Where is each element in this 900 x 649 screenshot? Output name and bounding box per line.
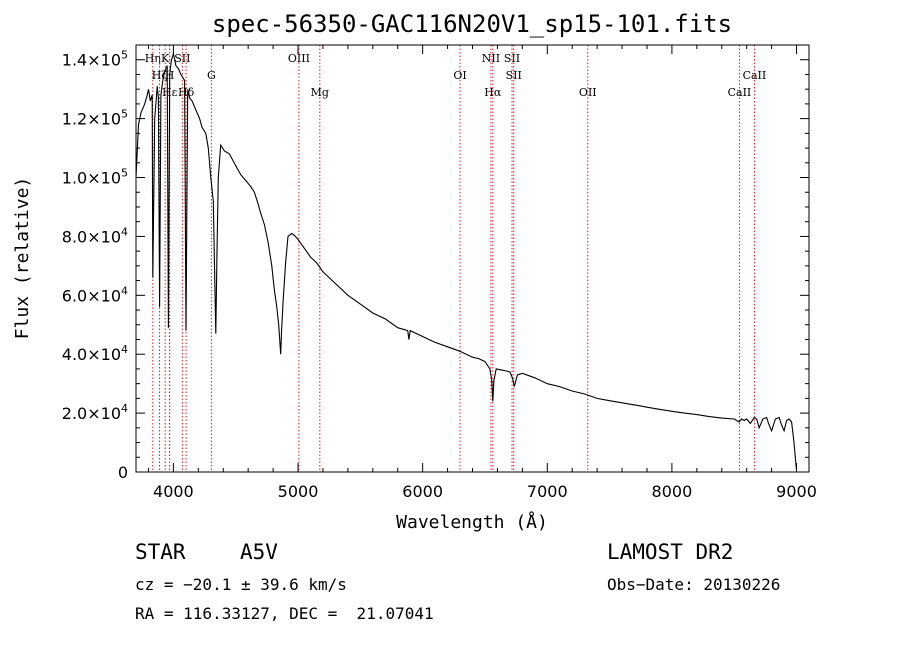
line-marker-label: Mg [311,86,329,99]
line-marker-label: G [207,69,216,82]
line-marker-label: CaII [728,86,752,99]
observation-date: Obs−Date: 20130226 [607,575,781,594]
line-marker-label: SII [506,69,522,82]
line-marker-label: NII [482,52,500,65]
y-tick-label: 2.0×104 [62,402,128,423]
y-tick-label: 1.4×105 [62,49,128,70]
x-tick-label: 5000 [278,482,319,501]
redshift-readout: cz = −20.1 ± 39.6 km/s [135,575,347,594]
coordinates-readout: RA = 116.33127, DEC = 21.07041 [135,604,434,623]
y-tick-label: 6.0×104 [62,284,128,305]
line-marker-label: Hδ [178,86,195,99]
survey-name: LAMOST DR2 [607,540,734,564]
line-marker-label: K [161,52,170,65]
spectrum-line [135,51,798,471]
x-tick-label: 7000 [527,482,568,501]
object-subclass: A5V [240,540,278,564]
spectrum-series [135,51,798,471]
x-tick-label: 6000 [402,482,443,501]
line-marker-label: SII [504,52,520,65]
y-tick-label: 0 [118,463,128,482]
chart-title: spec-56350-GAC116N20V1_sp15-101.fits [212,10,732,38]
y-tick-label: 1.2×105 [62,108,128,129]
line-marker-label: OI [453,69,466,82]
x-tick-label: 9000 [776,482,817,501]
line-marker-label: Hα [484,86,502,99]
line-marker-label: CaII [743,69,767,82]
line-marker-label: SII [174,52,190,65]
line-marker-label: OIII [288,52,310,65]
x-tick-label: 4000 [153,482,194,501]
y-axis: 0 2.0×104 4.0×104 6.0×104 8.0×104 1.0×105 1.2×… [62,49,809,482]
y-tick-label: 4.0×104 [62,343,128,364]
x-axis-label: Wavelength (Å) [396,511,548,533]
line-marker-label: Hη [145,52,161,65]
y-tick-label: 8.0×104 [62,225,128,246]
line-marker-label: OII [579,86,597,99]
y-tick-label: 1.0×105 [62,167,128,188]
object-class: STAR [135,540,186,564]
y-axis-label: Flux (relative) [12,177,33,340]
x-tick-label: 8000 [652,482,693,501]
plot-frame [135,44,810,473]
x-axis: 4000 5000 6000 7000 8000 9000 [147,45,817,501]
